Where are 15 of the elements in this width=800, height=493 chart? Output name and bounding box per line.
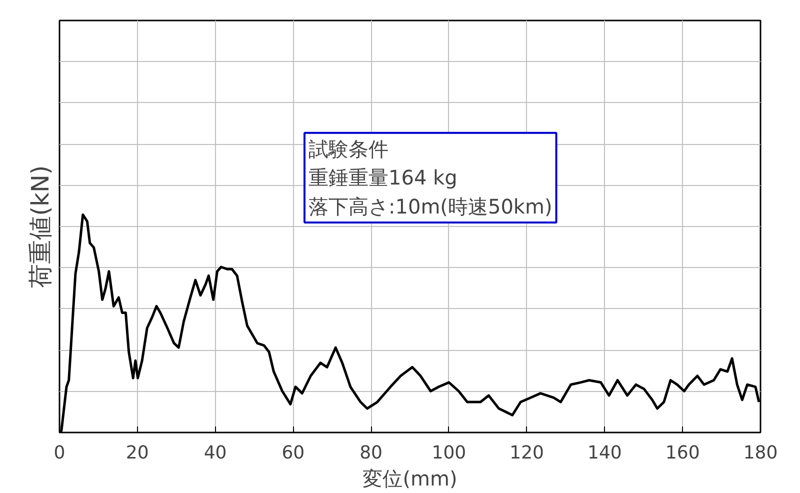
x-tick-label: 40 xyxy=(204,442,227,464)
x-tick-label: 160 xyxy=(665,442,700,464)
x-axis-title: 変位(mm) xyxy=(362,466,458,490)
annotation: 落下高さ:10m(時速50km) xyxy=(308,194,552,218)
text: 重錘重量164 kg xyxy=(308,166,458,190)
x-tick-label: 0 xyxy=(54,442,66,464)
x-tick-label: 60 xyxy=(282,442,305,464)
text: 試験条件 xyxy=(308,136,388,161)
y-axis-title: 荷重値(kN) xyxy=(26,165,54,288)
x-tick-label: 80 xyxy=(360,442,383,464)
x-tick-label: 100 xyxy=(432,442,466,464)
x-tick-label: 140 xyxy=(588,442,622,464)
x-tick-label: 120 xyxy=(510,442,544,464)
x-tick-label: 180 xyxy=(743,442,778,464)
x-tick-label: 20 xyxy=(126,442,149,464)
